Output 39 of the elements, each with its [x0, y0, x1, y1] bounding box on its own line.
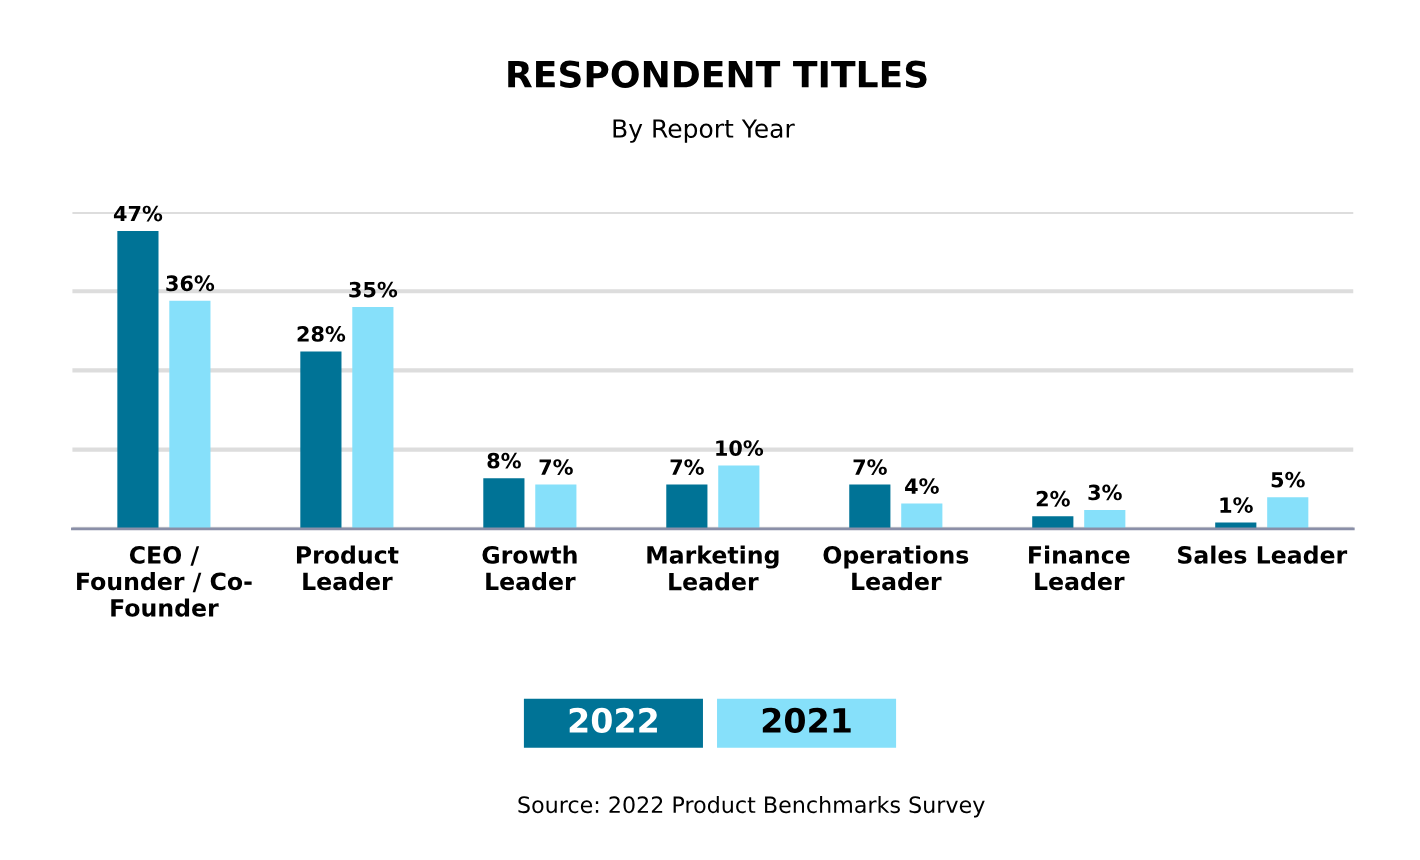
bar	[666, 484, 708, 529]
data-label: 1%	[1220, 497, 1253, 513]
data-label: 7%	[539, 459, 573, 475]
bar	[849, 484, 891, 529]
bar	[1032, 516, 1074, 529]
bar	[169, 300, 211, 529]
chart-subtitle: By Report Year	[613, 119, 795, 143]
data-label: 28%	[297, 326, 346, 342]
bar	[117, 231, 159, 529]
chart-title: RESPONDENT TITLES	[508, 60, 927, 88]
bar	[300, 351, 342, 529]
text: 2021	[762, 707, 851, 733]
data-label: 4%	[905, 478, 939, 494]
data-label: 5%	[1271, 471, 1305, 488]
data-label: 36%	[166, 275, 215, 292]
data-label: 10%	[716, 440, 764, 456]
bar	[1267, 497, 1309, 529]
bar	[718, 465, 760, 529]
data-label: 35%	[349, 281, 398, 298]
bar	[1084, 509, 1126, 529]
data-label: 47%	[113, 205, 163, 222]
data-label: 3%	[1088, 484, 1122, 501]
data-label: 7%	[853, 459, 887, 475]
x-tick-label: Growth Leader	[482, 545, 577, 591]
x-tick-label: Sales Leader	[1178, 545, 1348, 564]
bar	[483, 478, 525, 529]
data-label: 2%	[1036, 490, 1070, 507]
bar	[535, 484, 577, 529]
source-note: Source: 2022 Product Benchmarks Survey	[518, 795, 985, 818]
data-label: 7%	[670, 459, 704, 475]
bar	[352, 307, 394, 529]
x-tick-label: Operations Leader	[823, 545, 969, 591]
bar	[901, 503, 943, 529]
x-tick-label: Product Leader	[296, 545, 399, 591]
x-tick-label: CEO / Founder / Co- Founder	[77, 545, 252, 617]
x-tick-label: Finance Leader	[1029, 545, 1130, 591]
data-label: 8%	[487, 452, 521, 469]
text: 2022	[569, 707, 657, 733]
x-tick-label: Marketing Leader	[647, 545, 779, 591]
